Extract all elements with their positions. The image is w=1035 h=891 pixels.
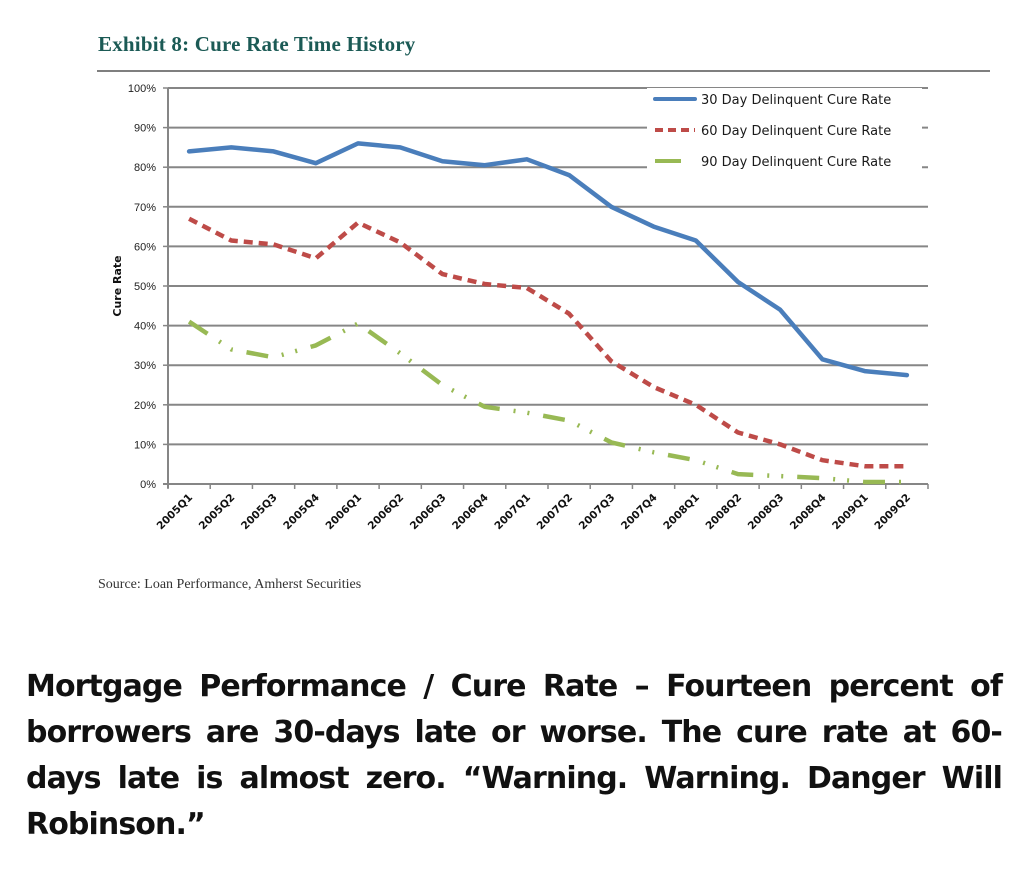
x-tick-label: 2005Q3 xyxy=(239,492,280,533)
source-note: Source: Loan Performance, Amherst Securi… xyxy=(98,577,362,592)
y-tick-label: 40% xyxy=(134,321,156,333)
y-tick-label: 90% xyxy=(134,123,156,135)
exhibit-title: Exhibit 8: Cure Rate Time History xyxy=(98,32,416,56)
x-tick-label: 2008Q2 xyxy=(703,492,744,533)
y-tick-label: 80% xyxy=(134,162,156,174)
legend-label: 90 Day Delinquent Cure Rate xyxy=(701,155,891,170)
legend-bg xyxy=(647,88,922,108)
y-tick-label: 0% xyxy=(140,479,156,491)
y-tick-label: 30% xyxy=(134,360,156,372)
y-tick-label: 50% xyxy=(134,281,156,293)
title-divider xyxy=(97,70,990,72)
x-tick-label: 2006Q3 xyxy=(408,492,449,533)
x-tick-label: 2007Q1 xyxy=(492,492,533,533)
x-tick-label: 2005Q2 xyxy=(197,492,238,533)
y-tick-label: 10% xyxy=(134,439,156,451)
y-axis-label: Cure Rate xyxy=(111,255,124,316)
legend-label: 30 Day Delinquent Cure Rate xyxy=(701,93,891,108)
series-lines xyxy=(186,141,910,485)
x-tick-label: 2006Q2 xyxy=(366,492,407,533)
y-tick-label: 100% xyxy=(128,83,156,95)
x-tick-label: 2006Q4 xyxy=(450,492,491,533)
x-tick-label: 2008Q4 xyxy=(788,492,829,533)
x-tick-label: 2008Q3 xyxy=(746,492,787,533)
y-tick-label: 70% xyxy=(134,202,156,214)
x-tick-label: 2009Q2 xyxy=(872,492,913,533)
axes xyxy=(163,88,928,488)
series-line-3 xyxy=(187,319,907,485)
legend-label: 60 Day Delinquent Cure Rate xyxy=(701,124,891,139)
legend: 30 Day Delinquent Cure Rate 60 Day Delinq… xyxy=(647,88,922,170)
x-tick-labels: 2005Q1 2005Q2 2005Q3 2005Q4 2006Q1 2006Q2 2006… xyxy=(155,492,913,533)
y-tick-label: 20% xyxy=(134,400,156,412)
x-tick-label: 2007Q2 xyxy=(535,492,576,533)
legend-bg xyxy=(647,150,922,170)
y-tick-labels: 0% 10% 20% 30% 40% 50% 60% 70% 80% 90% 100% xyxy=(128,83,156,491)
x-tick-label: 2007Q3 xyxy=(577,492,618,533)
x-tick-label: 2008Q1 xyxy=(661,492,702,533)
commentary-caption: Mortgage Performance / Cure Rate – Fourt… xyxy=(26,669,1003,842)
gridlines xyxy=(163,87,929,489)
x-tick-label: 2005Q1 xyxy=(155,492,196,533)
y-tick-label: 60% xyxy=(134,241,156,253)
legend-bg xyxy=(647,119,922,139)
series-line-2 xyxy=(188,216,907,469)
series-line-1 xyxy=(186,141,910,378)
cure-rate-chart: 0% 10% 20% 30% 40% 50% 60% 70% 80% 90% 100% 2005Q1… xyxy=(111,83,929,533)
x-tick-label: 2006Q1 xyxy=(323,492,364,533)
x-tick-label: 2009Q1 xyxy=(830,492,871,533)
x-tick-label: 2007Q4 xyxy=(619,492,660,533)
x-tick-label: 2005Q4 xyxy=(281,492,322,533)
